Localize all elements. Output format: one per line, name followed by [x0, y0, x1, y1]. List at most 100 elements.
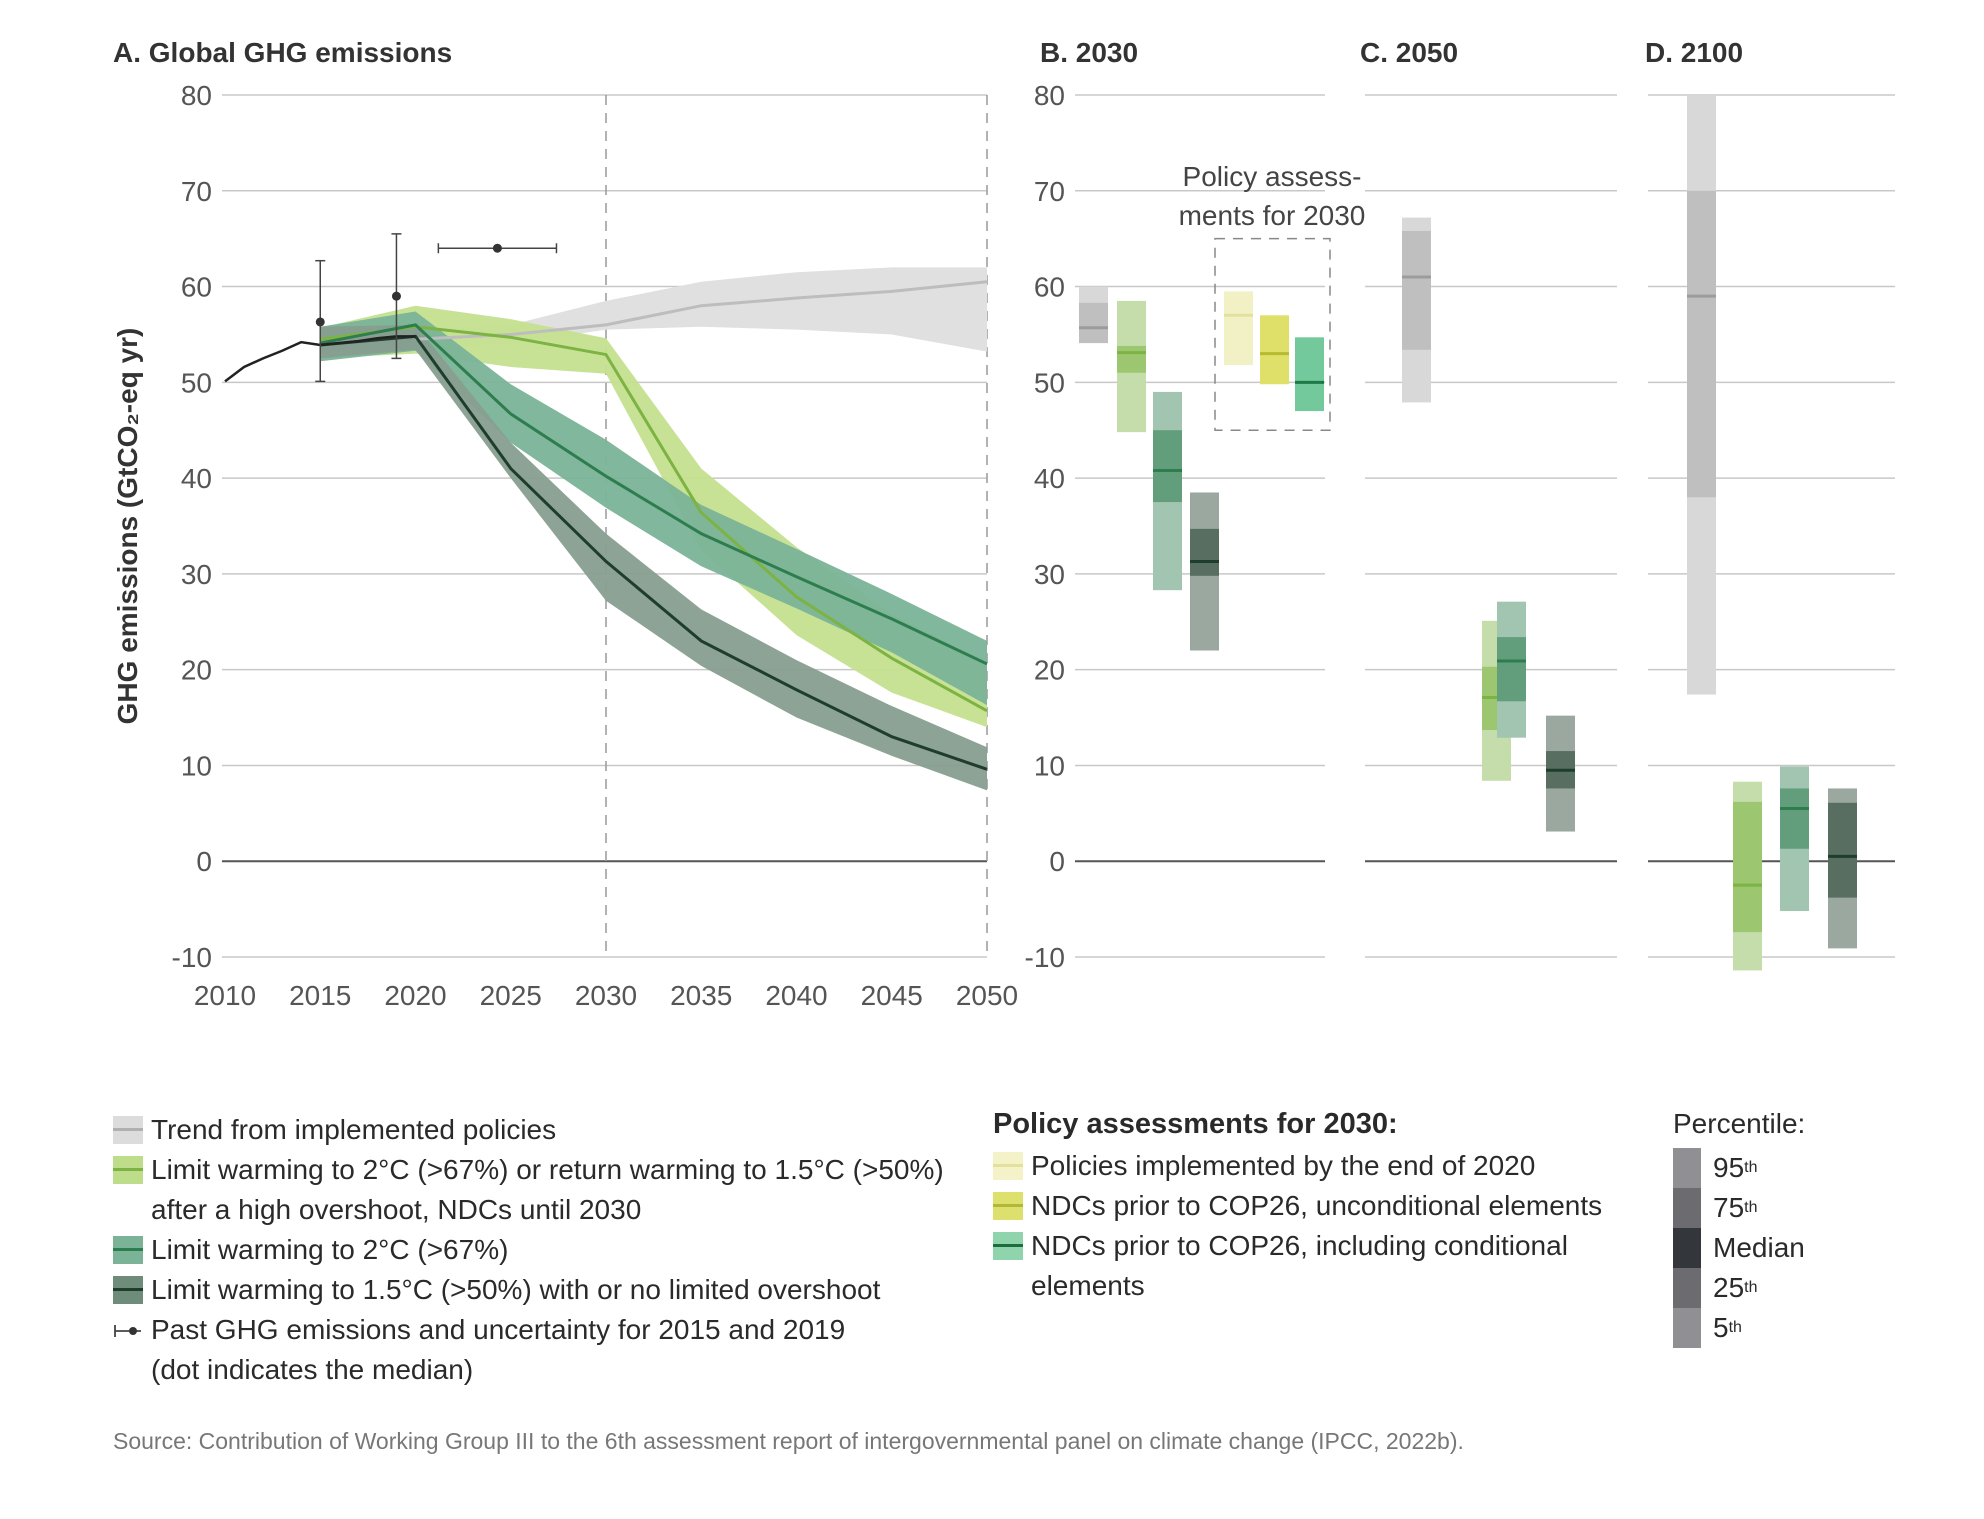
legend-item-trend: Trend from implemented policies — [113, 1110, 1013, 1150]
percentile-median: Median — [1673, 1228, 1873, 1268]
legend-item-past: Past GHG emissions and uncertainty for 2… — [113, 1310, 1013, 1390]
y-tick-label: 20 — [1034, 655, 1065, 686]
legend-item-2c-overshoot: Limit warming to 2°C (>67%) or return wa… — [113, 1150, 1013, 1230]
series-median-line — [320, 334, 988, 771]
legend-label: Limit warming to 2°C (>67%) — [151, 1234, 509, 1265]
y-tick-label: -10 — [172, 942, 212, 973]
percentile-swatch — [1673, 1188, 1701, 1228]
percentile-box-25-75 — [1079, 302, 1108, 344]
y-tick-label: 70 — [1034, 176, 1065, 207]
legend-label-cont: after a high overshoot, NDCs until 2030 — [151, 1194, 642, 1225]
percentile-swatch — [1673, 1148, 1701, 1188]
series-band — [320, 305, 987, 728]
policy-assessment-frame — [1214, 237, 1331, 431]
x-tick-label: 2035 — [670, 980, 732, 1011]
x-tick-label: 2025 — [480, 980, 542, 1011]
y-tick-label: 40 — [1034, 463, 1065, 494]
scenario-legend: Trend from implemented policies Limit wa… — [113, 1110, 1013, 1390]
legend-item-ndc-unconditional: NDCs prior to COP26, unconditional eleme… — [993, 1186, 1653, 1226]
legend-swatch — [993, 1232, 1023, 1260]
legend-swatch — [993, 1152, 1023, 1180]
series-band — [320, 324, 987, 791]
panel-title: C. 2050 — [1360, 37, 1458, 68]
series-band — [320, 311, 987, 706]
policy-annotation: Policy assess- — [1183, 161, 1362, 192]
percentile-box-25-75 — [1190, 528, 1219, 576]
y-tick-label: 60 — [181, 272, 212, 303]
y-tick-label: 0 — [1049, 846, 1065, 877]
percentile-box-25-75 — [1153, 430, 1182, 503]
y-tick-label: 40 — [181, 463, 212, 494]
y-tick-label: 50 — [1034, 367, 1065, 398]
legend-swatch — [113, 1156, 143, 1184]
legend-item-2c: Limit warming to 2°C (>67%) — [113, 1230, 1013, 1270]
policy-median-dot — [492, 243, 502, 253]
legend-swatch — [113, 1276, 143, 1304]
y-tick-label: 30 — [181, 559, 212, 590]
percentile-swatch — [1673, 1268, 1701, 1308]
percentile-box-25-75 — [1733, 801, 1762, 933]
y-tick-label: 60 — [1034, 272, 1065, 303]
percentile-swatch — [1673, 1308, 1701, 1348]
percentile-legend-title: Percentile: — [1673, 1108, 1806, 1139]
legend-label: Past GHG emissions and uncertainty for 2… — [151, 1314, 846, 1345]
percentile-suffix: th — [1744, 1199, 1758, 1216]
x-tick-label: 2030 — [575, 980, 637, 1011]
legend-label: NDCs prior to COP26, unconditional eleme… — [1031, 1190, 1603, 1221]
y-tick-label: 70 — [181, 176, 212, 207]
percentile-box-25-75 — [1687, 190, 1716, 498]
percentile-box-5-95 — [1295, 337, 1324, 412]
legend-item-1-5c: Limit warming to 1.5°C (>50%) with or no… — [113, 1270, 1013, 1310]
percentile-label: Median — [1713, 1232, 1805, 1263]
past-median-dot — [315, 317, 325, 327]
legend-swatch — [993, 1192, 1023, 1220]
percentile-box-25-75 — [1117, 345, 1146, 373]
x-tick-label: 2050 — [956, 980, 1018, 1011]
percentile-label: 5 — [1713, 1312, 1729, 1343]
percentile-box-5-95 — [1260, 315, 1289, 385]
y-tick-label: 0 — [196, 846, 212, 877]
x-tick-label: 2010 — [194, 980, 256, 1011]
percentile-box-25-75 — [1497, 637, 1526, 702]
source-note: Source: Contribution of Working Group II… — [113, 1428, 1464, 1454]
x-tick-label: 2015 — [289, 980, 351, 1011]
legend-item-policies-2020: Policies implemented by the end of 2020 — [993, 1146, 1653, 1186]
x-tick-label: 2045 — [861, 980, 923, 1011]
legend-label: Trend from implemented policies — [151, 1114, 557, 1145]
legend-item-ndc-conditional: NDCs prior to COP26, including condition… — [993, 1226, 1653, 1306]
percentile-label: 25 — [1713, 1272, 1745, 1303]
legend-label: Policies implemented by the end of 2020 — [1031, 1150, 1536, 1181]
legend-label-cont: elements — [1031, 1270, 1145, 1301]
panel-a-title: A. Global GHG emissions — [113, 37, 452, 68]
y-tick-label: -10 — [1025, 942, 1065, 973]
panel-title: D. 2100 — [1645, 37, 1743, 68]
y-tick-label: 80 — [1034, 80, 1065, 111]
y-tick-label: 10 — [1034, 750, 1065, 781]
percentile-box-25-75 — [1780, 788, 1809, 849]
past-marker-icon — [113, 1316, 143, 1344]
percentile-label: 95 — [1713, 1152, 1745, 1183]
legend-label: Limit warming to 2°C (>67%) or return wa… — [151, 1154, 944, 1185]
percentile-box-25-75 — [1402, 231, 1431, 350]
percentile-suffix: th — [1728, 1319, 1742, 1336]
past-median-dot — [391, 291, 401, 301]
legend-label-cont: (dot indicates the median) — [151, 1354, 474, 1385]
percentile-box-5-95 — [1224, 291, 1253, 366]
policy-legend-title: Policy assessments for 2030: — [993, 1108, 1398, 1140]
y-tick-label: 50 — [181, 367, 212, 398]
legend-label: Limit warming to 1.5°C (>50%) with or no… — [151, 1274, 881, 1305]
series-median-line — [415, 280, 988, 341]
policy-legend: Policy assessments for 2030: Policies im… — [993, 1104, 1653, 1306]
percentile-swatch — [1673, 1228, 1701, 1268]
legend-label: NDCs prior to COP26, including condition… — [1031, 1230, 1568, 1261]
panel-title: B. 2030 — [1040, 37, 1138, 68]
y-tick-label: 10 — [181, 750, 212, 781]
percentile-box-25-75 — [1828, 802, 1857, 898]
policy-annotation: ments for 2030 — [1179, 200, 1366, 231]
